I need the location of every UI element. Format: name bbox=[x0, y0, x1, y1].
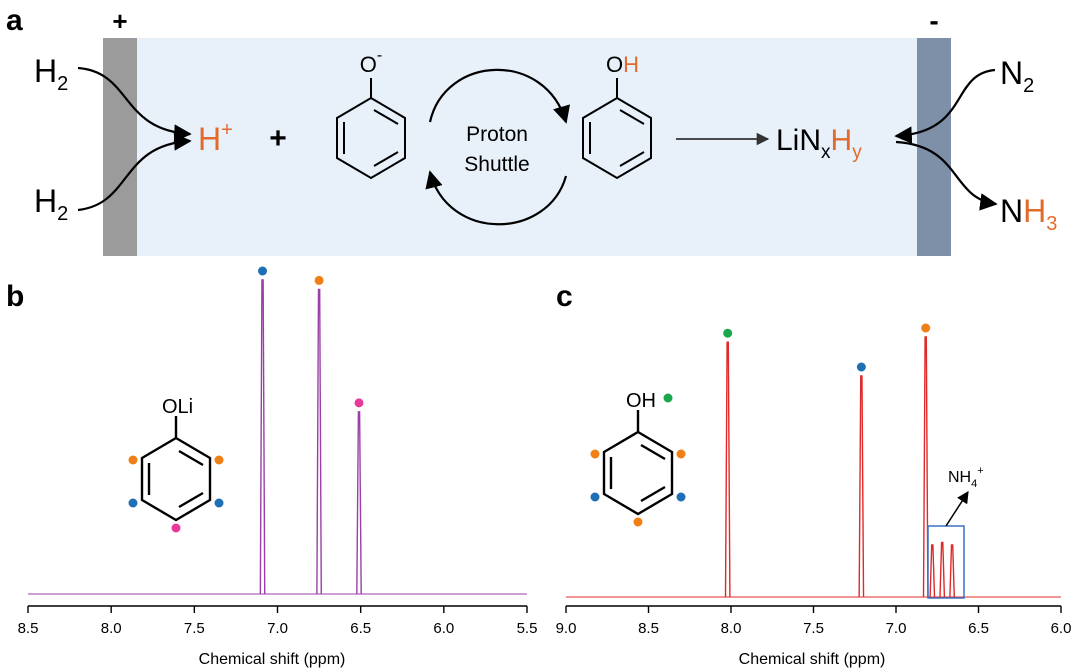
shuttle-label-line1: Proton bbox=[466, 123, 528, 146]
panel-c: c OH 9.0 8.5 8.0 7.5 7.0 6.5 6.0 NH4+ Chemical… bbox=[556, 280, 1072, 668]
panel-c-label: c bbox=[556, 280, 573, 313]
phenol-structure-c bbox=[602, 410, 674, 516]
proton-label: H+ bbox=[198, 119, 233, 157]
anode-sign: + bbox=[112, 6, 127, 36]
x-tick-label: 8.5 bbox=[638, 620, 659, 637]
x-tick-label: 7.0 bbox=[886, 620, 907, 637]
n2-label: N2 bbox=[1000, 55, 1034, 97]
para-dot bbox=[171, 523, 181, 533]
nmr-peak bbox=[922, 336, 929, 598]
peak-marker-orange bbox=[314, 275, 324, 285]
nmr-spectrum-c: 9.0 8.5 8.0 7.5 7.0 6.5 6.0 bbox=[556, 323, 1072, 637]
x-tick-label: 8.0 bbox=[101, 620, 122, 637]
para-dot-c bbox=[633, 517, 643, 527]
x-tick-label: 6.5 bbox=[350, 620, 371, 637]
x-tick-label: 6.5 bbox=[968, 620, 989, 637]
panel-a-label: a bbox=[6, 4, 23, 37]
nmr-peak bbox=[356, 411, 362, 595]
oli-label: OLi bbox=[162, 396, 193, 418]
peak-marker-blue bbox=[856, 362, 866, 372]
meta-dot-left-c bbox=[590, 492, 600, 502]
shuttle-arrow-top bbox=[428, 68, 570, 124]
nh4-label: NH4+ bbox=[948, 465, 984, 490]
h2-bottom-label: H2 bbox=[34, 183, 68, 225]
anode-electrode bbox=[103, 38, 137, 256]
nmr-peak bbox=[949, 544, 955, 598]
x-axis-title-b: Chemical shift (ppm) bbox=[199, 651, 346, 668]
nh3-label: NH3 bbox=[1000, 193, 1057, 235]
ortho-dot-right bbox=[214, 455, 224, 465]
phenoxide-structure bbox=[336, 78, 406, 180]
shuttle-arrow-bottom bbox=[425, 170, 568, 226]
ortho-dot-left-c bbox=[590, 449, 600, 459]
phenoxide-oxygen-label: O- bbox=[360, 47, 382, 77]
x-axis-title-c: Chemical shift (ppm) bbox=[739, 651, 886, 668]
lithium-phenoxide-structure bbox=[140, 416, 212, 522]
meta-dot-left bbox=[128, 498, 138, 508]
panel-b-label: b bbox=[6, 280, 24, 313]
peak-marker-green bbox=[723, 328, 733, 338]
meta-dot-right bbox=[214, 498, 224, 508]
x-tick-label: 6.0 bbox=[1051, 620, 1072, 637]
x-tick-label: 8.0 bbox=[721, 620, 742, 637]
nmr-peak bbox=[929, 544, 936, 598]
phenol-oh-label: OH bbox=[606, 52, 639, 77]
nmr-peak bbox=[858, 375, 865, 598]
x-tick-label: 6.0 bbox=[433, 620, 454, 637]
nmr-peak bbox=[939, 541, 946, 598]
h2-oxidation-arrow-top bbox=[77, 66, 192, 142]
x-tick-label: 9.0 bbox=[556, 620, 577, 637]
x-tick-label: 7.5 bbox=[184, 620, 205, 637]
h2-oxidation-arrow-bottom bbox=[77, 133, 192, 212]
nmr-spectrum-b: 8.5 8.0 7.5 7.0 6.5 6.0 5.5 bbox=[18, 266, 538, 637]
meta-dot-right-c bbox=[676, 492, 686, 502]
ortho-dot-right-c bbox=[676, 449, 686, 459]
hydroxyl-dot bbox=[663, 393, 673, 403]
nmr-peak bbox=[316, 288, 322, 595]
x-tick-label: 5.5 bbox=[517, 620, 538, 637]
peak-marker-blue bbox=[258, 266, 268, 276]
nmr-peak bbox=[259, 279, 266, 595]
h2-top-label: H2 bbox=[34, 53, 68, 95]
x-tick-label: 7.0 bbox=[267, 620, 288, 637]
shuttle-label-line2: Shuttle bbox=[464, 153, 529, 176]
panel-a: a + - H2 H2 H+ + O- Proton Shuttle bbox=[6, 4, 1057, 256]
phenol-structure bbox=[582, 78, 652, 180]
plus-sign: + bbox=[269, 122, 287, 155]
x-tick-label: 8.5 bbox=[18, 620, 39, 637]
oh-label: OH bbox=[626, 390, 656, 412]
x-tick-label: 7.5 bbox=[803, 620, 824, 637]
ortho-dot-left bbox=[128, 455, 138, 465]
nh3-release-arrow bbox=[895, 140, 998, 211]
peak-marker-orange bbox=[921, 323, 931, 333]
peak-marker-pink bbox=[354, 398, 364, 408]
panel-b: b OLi 8.5 8.0 7.5 7.0 6.5 6.0 5.5 Chemical shi… bbox=[6, 266, 538, 668]
n2-reduction-arrow bbox=[894, 68, 996, 144]
nmr-peak bbox=[724, 341, 731, 598]
cathode-sign: - bbox=[929, 5, 938, 36]
nh4-pointer-arrow bbox=[945, 490, 969, 527]
linxhy-label: LiNxHy bbox=[776, 124, 862, 163]
